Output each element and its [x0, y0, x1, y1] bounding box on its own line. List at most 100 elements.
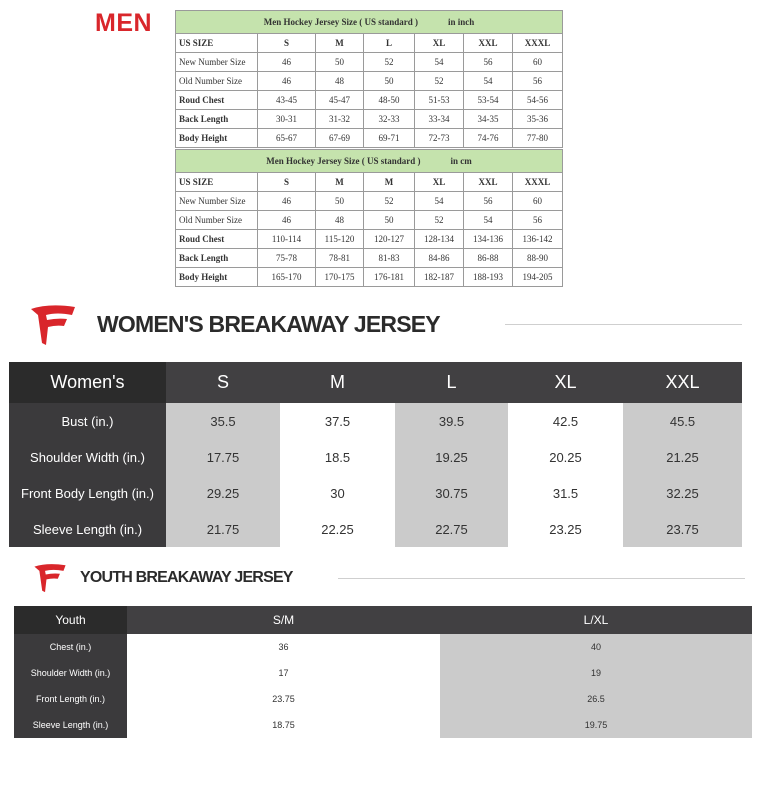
cell-value: 23.75: [272, 694, 295, 704]
divider: [505, 324, 742, 325]
cell-value: 176-181: [363, 267, 415, 287]
table-row: Roud Chest 110-114 115-120 120-127 128-134 13…: [175, 229, 563, 249]
cell-value: 30.75: [395, 475, 508, 511]
cell-value: 60: [512, 52, 563, 72]
table-row: Body Height 165-170 170-175 176-181 182-187 1…: [175, 267, 563, 287]
cell-value: 32.25: [623, 475, 742, 511]
cell-value: 69-71: [363, 128, 415, 148]
cell-value: 31.5: [552, 485, 579, 501]
cell-value: 136-142: [512, 229, 563, 249]
cell-value: 72-73: [414, 128, 464, 148]
row-label: Old Number Size: [175, 71, 258, 91]
youth-size-table: Youth S/M L/XL Chest (in.) 36 40 Shoulder Widt…: [14, 606, 752, 738]
row-label: Chest (in.): [14, 634, 127, 660]
table-row: Back Length 30-31 31-32 32-33 33-34 34-35 35-3…: [175, 109, 563, 129]
cell-value: 32-33: [363, 109, 415, 129]
cell-value: M: [315, 33, 364, 53]
size-header: S/M: [127, 606, 440, 634]
cell-value: 56: [512, 71, 563, 91]
cell-value: 194-205: [512, 267, 563, 287]
cell-value: 188-193: [463, 267, 513, 287]
cell-value: 50: [315, 191, 364, 211]
row-label: Sleeve Length (in.): [9, 511, 166, 547]
cell-value: 19.25: [395, 439, 508, 475]
cell-value: 88-90: [512, 248, 563, 268]
caption-text: Men Hockey Jersey Size ( US standard ): [263, 17, 418, 27]
cell-value: 60: [512, 191, 563, 211]
cell-value: 67-69: [315, 128, 364, 148]
cell-value: 182-187: [414, 267, 464, 287]
cell-value: 50: [363, 71, 415, 91]
cell-value: 19: [440, 660, 752, 686]
youth-section-title: YOUTH BREAKAWAY JERSEY: [80, 569, 293, 586]
cell-value: 128-134: [414, 229, 464, 249]
cell-value: 23.75: [623, 511, 742, 547]
cell-value: 54-56: [512, 90, 563, 110]
table-row: Old Number Size 46 48 50 52 54 56: [175, 71, 563, 91]
table-row: Body Height 65-67 67-69 69-71 72-73 74-76 77-8…: [175, 128, 563, 148]
cell-value: L: [363, 33, 415, 53]
cell-value: 65-67: [257, 128, 316, 148]
cell-value: 54: [414, 52, 464, 72]
row-label: Shoulder Width (in.): [14, 660, 127, 686]
cell-value: 35-36: [512, 109, 563, 129]
table-row: Old Number Size 46 48 50 52 54 56: [175, 210, 563, 230]
size-header: XL: [508, 362, 623, 403]
cell-value: 110-114: [257, 229, 316, 249]
cell-value: M: [363, 172, 415, 192]
cell-value: 50: [363, 210, 415, 230]
cell-value: 17.75: [166, 439, 280, 475]
cell-value: 46: [257, 71, 316, 91]
cell-value: 22.25: [321, 521, 354, 537]
cell-value: 45-47: [315, 90, 364, 110]
caption-unit: in inch: [447, 17, 475, 27]
cell-value: 86-88: [463, 248, 513, 268]
row-label: New Number Size: [175, 52, 258, 72]
row-label: Sleeve Length (in.): [14, 712, 127, 738]
table-row: Chest (in.) 36 40: [14, 634, 752, 660]
cell-value: 31-32: [315, 109, 364, 129]
table-corner-label: Youth: [14, 606, 127, 634]
cell-value: XXL: [463, 33, 513, 53]
cell-value: 18.75: [272, 720, 295, 730]
table-row: Shoulder Width (in.) 17 19: [14, 660, 752, 686]
table-caption: Men Hockey Jersey Size ( US standard ) in…: [175, 149, 563, 173]
table-row: Bust (in.) 35.5 37.5 39.5 42.5 45.5: [9, 403, 742, 439]
cell-value: 56: [463, 191, 513, 211]
cell-value: 54: [414, 191, 464, 211]
row-label: Roud Chest: [175, 229, 258, 249]
fanatics-logo-icon: [34, 564, 66, 593]
cell-value: 45.5: [623, 403, 742, 439]
row-label: Front Length (in.): [14, 686, 127, 712]
table-row: Sleeve Length (in.) 18.75 19.75: [14, 712, 752, 738]
cell-value: 23.25: [549, 521, 582, 537]
cell-value: 52: [363, 52, 415, 72]
cell-value: XXXL: [512, 172, 563, 192]
cell-value: 35.5: [166, 403, 280, 439]
cell-value: 37.5: [324, 413, 351, 429]
cell-value: 46: [257, 210, 316, 230]
cell-value: 170-175: [315, 267, 364, 287]
cell-value: 48: [315, 71, 364, 91]
cell-value: 18.5: [324, 449, 351, 465]
table-row: Sleeve Length (in.) 21.75 22.25 22.75 23.25 2…: [9, 511, 742, 547]
cell-value: 43-45: [257, 90, 316, 110]
caption-row: Men Hockey Jersey Size ( US standard ) in…: [175, 10, 563, 34]
size-header: M: [280, 362, 395, 403]
table-row: Shoulder Width (in.) 17.75 18.5 19.25 20.25 2…: [9, 439, 742, 475]
cell-value: 134-136: [463, 229, 513, 249]
row-label: Roud Chest: [175, 90, 258, 110]
cell-value: 74-76: [463, 128, 513, 148]
cell-value: 56: [512, 210, 563, 230]
cell-value: XL: [414, 172, 464, 192]
cell-value: 77-80: [512, 128, 563, 148]
cell-value: 39.5: [395, 403, 508, 439]
table-caption: Men Hockey Jersey Size ( US standard ) in…: [175, 10, 563, 34]
women-section-title: WOMEN'S BREAKAWAY JERSEY: [97, 311, 441, 337]
cell-value: XXL: [463, 172, 513, 192]
table-row: Roud Chest 43-45 45-47 48-50 51-53 53-54 54-56: [175, 90, 563, 110]
cell-value: 30: [330, 485, 345, 501]
row-label: Body Height: [175, 267, 258, 287]
cell-value: S: [257, 33, 316, 53]
divider: [338, 578, 745, 579]
